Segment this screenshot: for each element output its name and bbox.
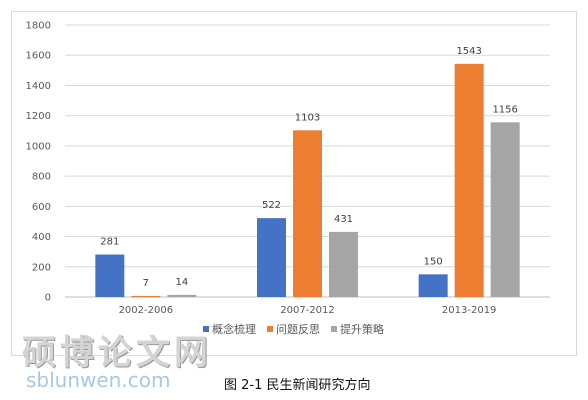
data-label: 522 [262,200,281,211]
y-tick-label: 1800 [26,21,51,32]
y-tick-label: 600 [32,202,51,213]
y-tick-label: 0 [45,293,51,304]
data-label: 281 [100,237,119,248]
legend-swatch [267,326,273,332]
legend-label: 概念梳理 [212,322,256,336]
category-label: 2007-2012 [280,305,335,316]
watermark-site: sblunwen.com [26,368,171,392]
bar [490,122,520,297]
y-tick-label: 1000 [26,141,51,152]
data-label: 7 [143,278,149,289]
bar [95,254,125,297]
y-tick-label: 400 [32,232,51,243]
data-label: 1103 [295,112,320,123]
y-tick-label: 1400 [26,81,51,92]
legend-label: 问题反思 [276,323,320,336]
bar [293,130,322,297]
legend-swatch [203,326,209,332]
legend-swatch [331,326,337,332]
bar [418,274,448,297]
y-tick-label: 800 [32,172,51,183]
bar [167,294,197,297]
bar [329,231,358,297]
y-tick-label: 1200 [26,111,51,122]
chart-frame: 0 200 400 600 800 1000 1200 1400 1600 1800 281 7 14 2… [11,11,577,356]
data-label: 1543 [456,46,481,57]
data-label: 431 [334,214,353,225]
data-label: 150 [424,256,443,267]
y-tick-label: 1600 [26,51,51,62]
y-tick-label: 200 [32,262,51,273]
legend-label: 提升策略 [340,322,384,336]
category-label: 2013-2019 [442,305,497,316]
category-label: 2002-2006 [119,305,174,316]
data-label: 14 [175,277,188,288]
data-label: 1156 [492,104,517,115]
bar [454,63,484,297]
bar-chart: 0 200 400 600 800 1000 1200 1400 1600 1800 281 7 14 2… [26,21,550,336]
bar [131,295,161,297]
watermark-logo: 硕博论文网 [22,333,212,373]
bar [257,218,286,297]
figure-caption: 图 2-1 民生新闻研究方向 [224,378,371,393]
